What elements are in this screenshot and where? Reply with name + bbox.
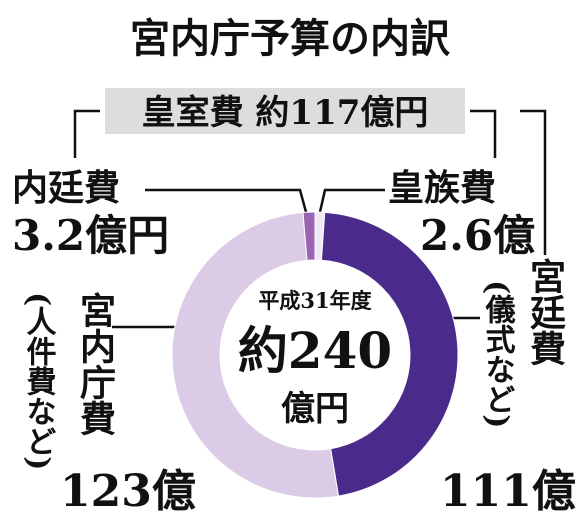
donut-slice xyxy=(171,211,340,499)
chart-title: 宮内庁予算の内訳 xyxy=(130,15,451,62)
category-label: 内廷費 xyxy=(12,167,120,209)
center-total: 約240 xyxy=(238,321,392,380)
value-label: 123億 xyxy=(60,466,196,517)
category-label: 皇族費 xyxy=(388,167,496,209)
category-label: 宮廷費 xyxy=(524,258,566,366)
value-label: 2.6億 xyxy=(420,211,535,260)
group-box xyxy=(105,88,465,134)
donut-slice xyxy=(320,211,459,497)
donut-slice xyxy=(302,211,316,261)
note-label: (人件費など) xyxy=(21,292,57,470)
category-label: 宮内庁費 xyxy=(74,292,116,436)
group-label: 皇室費 約117億円 xyxy=(142,93,429,133)
note-label: (儀式など) xyxy=(480,280,517,428)
value-label: 111億 xyxy=(440,466,576,517)
center-unit: 億円 xyxy=(281,389,349,429)
value-label: 3.2億円 xyxy=(12,211,169,260)
center-year: 平成31年度 xyxy=(258,288,371,313)
